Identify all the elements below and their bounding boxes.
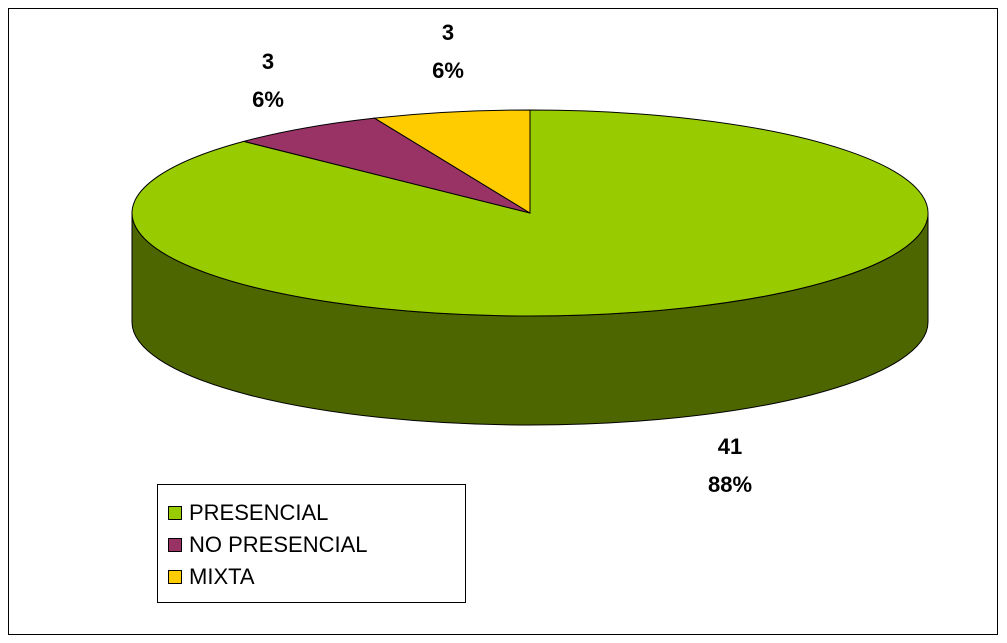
percent-label-presencial: 88% (708, 472, 752, 497)
legend-label-no-presencial: NO PRESENCIAL (189, 532, 368, 557)
percent-label-no-presencial: 6% (252, 87, 284, 112)
data-labels-group: 41 88% 3 6% 3 6% (252, 20, 752, 497)
legend-label-presencial: PRESENCIAL (189, 500, 329, 525)
legend-item-no-presencial: NO PRESENCIAL (168, 530, 368, 560)
legend-swatch-no-presencial (168, 538, 182, 552)
percent-label-mixta: 6% (432, 58, 464, 83)
legend: PRESENCIAL NO PRESENCIAL MIXTA (157, 484, 466, 603)
pie-slice-no-presencial (241, 117, 531, 214)
value-label-no-presencial: 3 (262, 49, 274, 74)
legend-swatch-presencial (168, 506, 182, 520)
value-label-presencial: 41 (718, 434, 742, 459)
legend-item-mixta: MIXTA (168, 562, 255, 592)
pie-slice-mixta (373, 109, 531, 214)
pie-top-group (131, 109, 929, 317)
legend-label-mixta: MIXTA (189, 564, 255, 589)
legend-swatch-mixta (168, 570, 182, 584)
value-label-mixta: 3 (442, 20, 454, 45)
legend-item-presencial: PRESENCIAL (168, 498, 328, 528)
